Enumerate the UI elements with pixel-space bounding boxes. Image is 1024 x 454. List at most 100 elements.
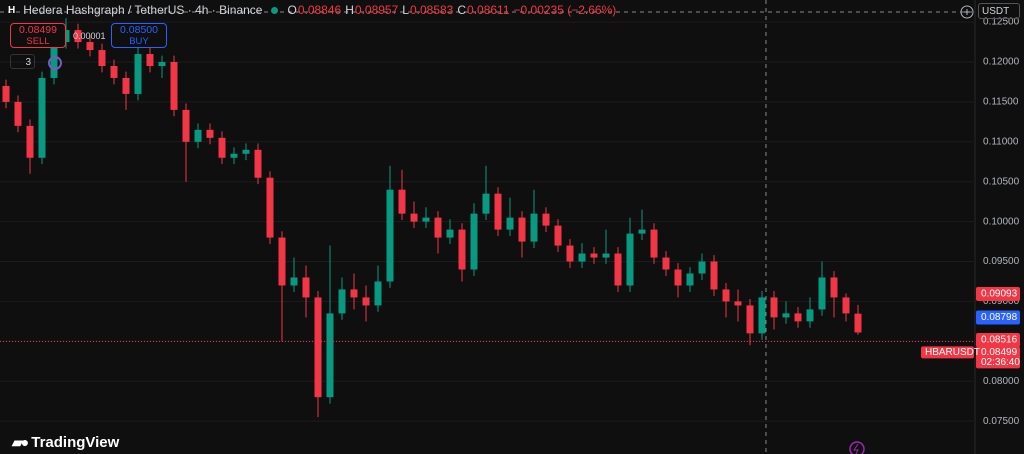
candle-body [326,313,334,398]
price-tag [976,310,1020,325]
candle-body [734,301,742,306]
candle-body [110,65,118,78]
sell-button[interactable]: 0.08499 SELL [10,23,66,48]
candle-body [446,229,454,238]
sell-price: 0.08499 [19,24,57,36]
candle-body [674,269,682,286]
add-plus [964,9,970,15]
candle-body [530,213,538,242]
y-tick-label: 0.12500 [983,17,1020,28]
candle-body [362,297,370,306]
alert-bolt [853,443,859,454]
price-tag [976,286,1020,301]
price-tag [976,333,1020,348]
buy-price: 0.08500 [120,24,158,36]
y-tick-label: 0.09500 [983,256,1020,267]
symbol-tag-label: HBARUSDT [925,347,980,358]
candle-body [170,62,178,110]
candle-body [770,297,778,318]
symbol-icon: H [8,4,16,16]
candle-body [218,137,226,158]
logo[interactable]: ▰● TradingView [12,434,119,451]
status-dot [271,6,279,14]
candle-body [746,305,754,334]
candle-body [638,229,646,234]
indicators-toggle[interactable]: 3 [10,54,35,69]
candle-body [206,129,214,138]
candle-body [554,225,562,246]
indicators-count: 3 [25,57,31,68]
candle-body [566,245,574,262]
candle-body [842,297,850,314]
price-tag-label: 0.08516 [981,335,1018,346]
candle-body [230,153,238,158]
candle-body [146,54,154,66]
candle-body [482,193,490,214]
last-price-tag [976,346,1020,369]
spread: 0.00001 [73,31,106,41]
candle-body [302,277,310,298]
candle-body [26,125,34,158]
candle-body [602,253,610,258]
ohlc-value: 0.08957 [354,3,399,17]
candle-body [266,177,274,238]
candle-body [590,253,598,258]
candle-body [194,129,202,142]
countdown: 02:36:40 [981,357,1020,368]
candle-body [518,217,526,242]
candle-body [578,253,586,262]
candle-body [650,229,658,258]
ohlc-value: 0.08846 [297,3,342,17]
candle-body [782,313,790,318]
y-tick-label: 0.10500 [983,176,1020,187]
candle-body [854,313,862,333]
candle-body [458,229,466,270]
candle-body [182,109,190,142]
candle-body [686,273,694,286]
candle-body [338,289,346,314]
candle-body [98,50,106,66]
candle-body [662,257,670,270]
buy-button[interactable]: 0.08500 BUY [111,23,167,48]
y-tick-label: 0.11000 [983,136,1019,147]
candle-body [542,213,550,226]
y-tick-label: 0.10000 [983,216,1020,227]
candle-body [722,289,730,302]
candle-body [794,313,802,322]
legend: H Hedera Hashgraph / TetherUS · 4h · Bin… [8,3,616,17]
currency-button[interactable]: USDT [978,3,1020,19]
y-tick-label: 0.12000 [983,57,1020,68]
candle-body [626,233,634,286]
logo-text: TradingView [31,434,120,451]
price-tag-label: 0.08798 [981,312,1018,323]
sell-label: SELL [26,36,50,47]
candle-body [710,261,718,290]
candle-body [506,217,514,230]
candle-body [62,30,70,43]
candle-body [290,277,298,286]
ohlc-value: 0.08583 [409,3,454,17]
candle-body [806,309,814,322]
candle-body [398,189,406,214]
candle-body [614,253,622,286]
add-icon[interactable] [960,5,974,19]
last-price-label: 0.08499 [981,347,1018,358]
candle-body [14,101,22,126]
candle-body [254,149,262,178]
candle-body [2,85,10,102]
alert-icon[interactable] [849,441,865,454]
candle-body [350,289,358,298]
candle-body [134,54,142,94]
symbol[interactable]: Hedera Hashgraph / TetherUS · 4h · Binan… [23,3,263,17]
candle-body [86,42,94,51]
candle-body [422,217,430,222]
price-tag-label: 0.09093 [981,289,1018,300]
y-tick-label: 0.09000 [983,296,1020,307]
ohlc-key: H [345,3,354,17]
ohlc-key: C [457,3,467,17]
y-tick-label: 0.08000 [983,376,1020,387]
indicator-icon[interactable] [48,56,62,70]
candle-body [314,297,322,398]
candle-body [386,189,394,282]
candle-body [242,149,250,154]
